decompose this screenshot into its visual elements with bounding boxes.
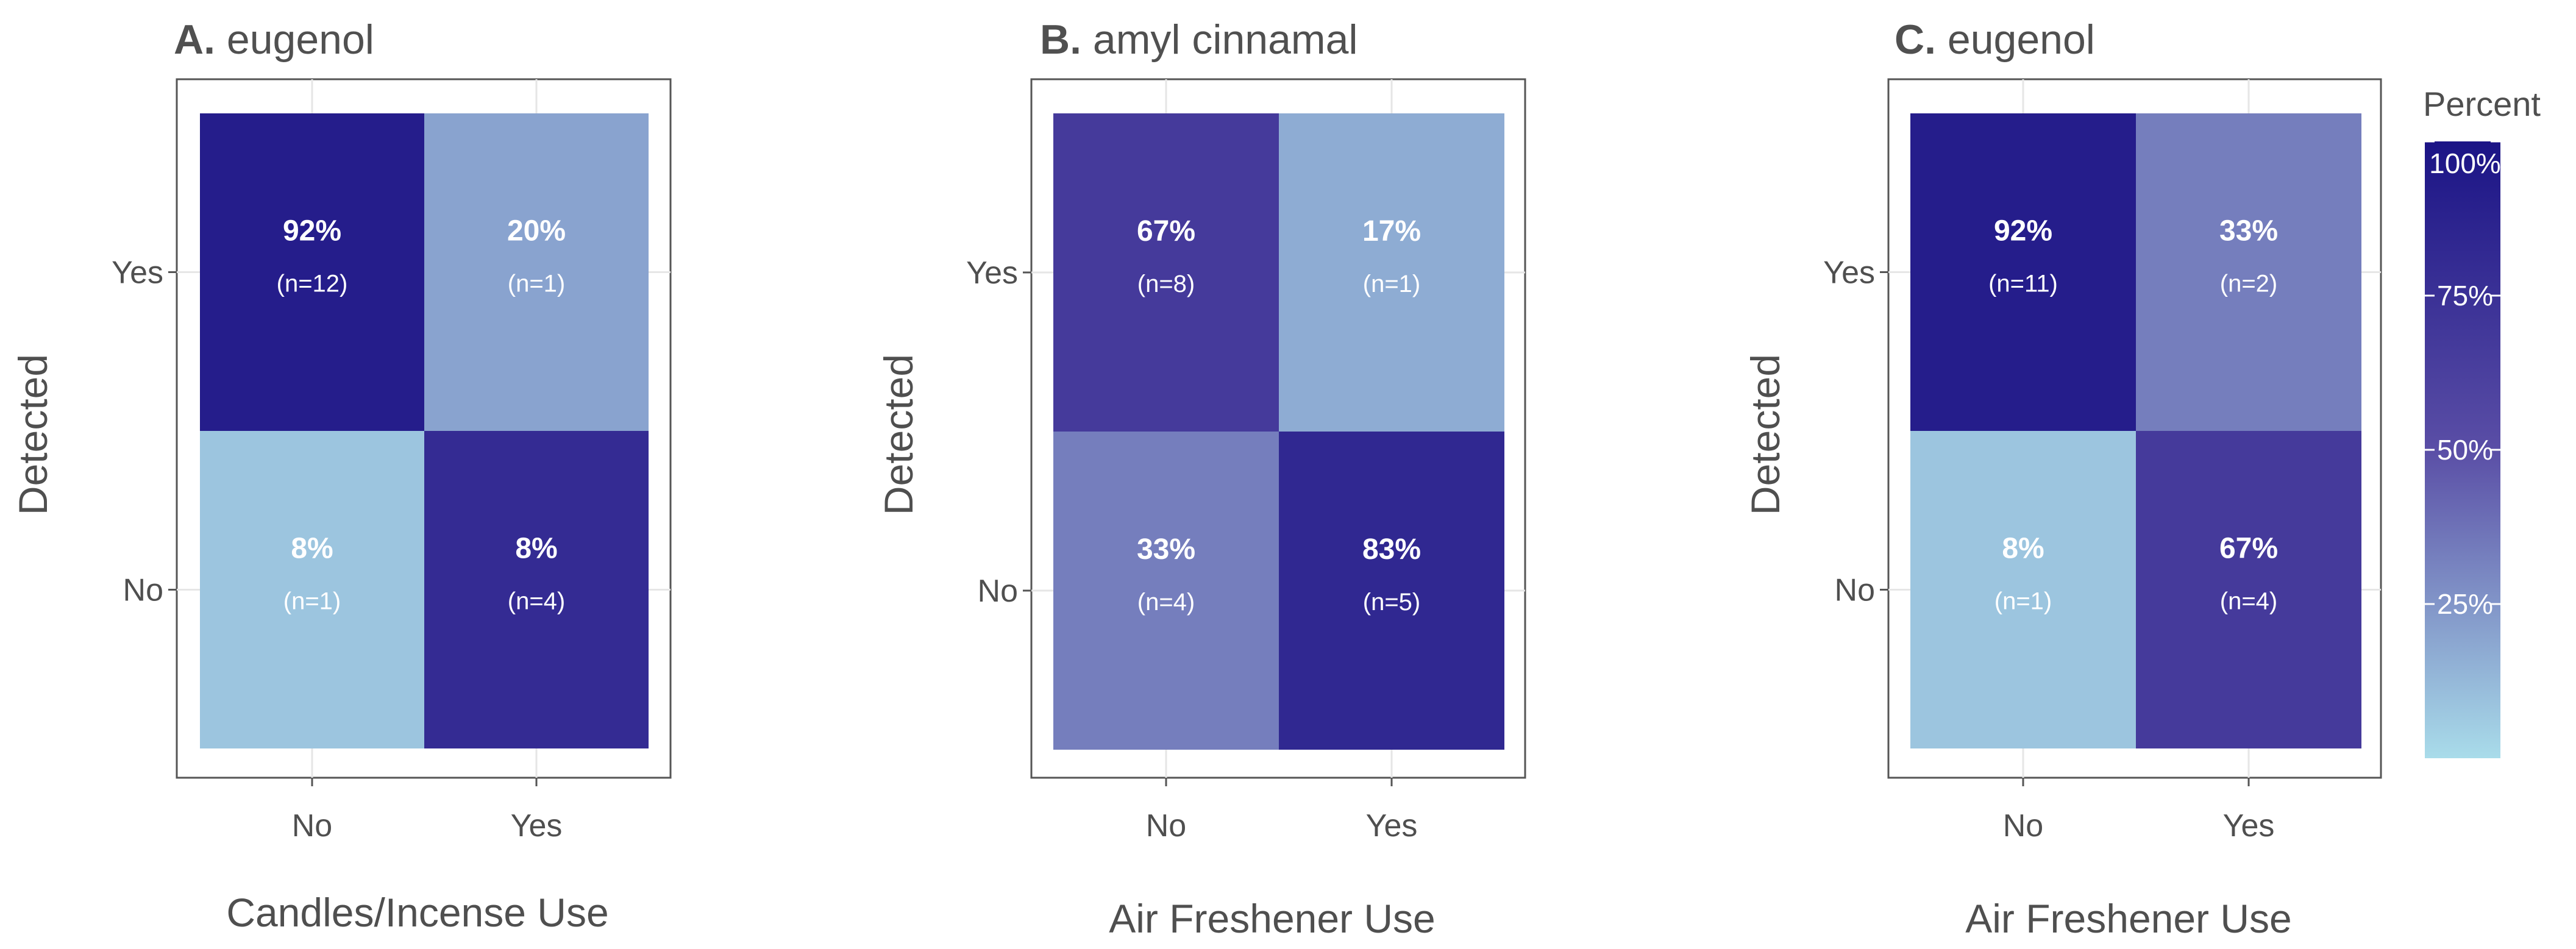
cell-percent-label: 92% bbox=[1994, 215, 2052, 247]
heatmap-cell-no-no bbox=[1053, 432, 1279, 750]
panels: 92% (n=12) 20% (n=1) 8% (n=1) 8% (n=4) No Yes No Ye… bbox=[10, 16, 2382, 941]
heatmap-cell-yes-no bbox=[1279, 432, 1504, 750]
cell-count-label: (n=4) bbox=[1137, 589, 1195, 616]
y-tick-label: No bbox=[978, 574, 1018, 609]
cell-count-label: (n=1) bbox=[1363, 271, 1421, 297]
cell-count-label: (n=1) bbox=[508, 270, 566, 297]
cell-percent-label: 33% bbox=[1137, 533, 1195, 566]
color-legend: Percent 100% 75% 50% 25% bbox=[2423, 85, 2541, 758]
cell-count-label: (n=11) bbox=[1988, 270, 2058, 297]
panel-letter: B. bbox=[1040, 16, 1081, 63]
legend-colorbar bbox=[2425, 141, 2500, 758]
cell-count-label: (n=4) bbox=[2220, 588, 2278, 614]
x-tick-label: Yes bbox=[1366, 808, 1418, 844]
heatmap-cell-yes-yes bbox=[2136, 113, 2361, 431]
heatmap-cell-yes-yes bbox=[424, 113, 649, 431]
legend-tick-label: 75% bbox=[2437, 280, 2493, 311]
heatmap-cell-no-yes bbox=[200, 113, 424, 431]
y-tick-label: Yes bbox=[112, 255, 163, 291]
cell-percent-label: 20% bbox=[507, 215, 566, 247]
cell-percent-label: 8% bbox=[2002, 532, 2044, 564]
heatmap-panel-2: 67% (n=8) 17% (n=1) 33% (n=4) 83% (n=5) No Yes No Y… bbox=[876, 16, 1526, 941]
cell-count-label: (n=1) bbox=[1994, 588, 2052, 614]
x-tick-label: No bbox=[2003, 808, 2043, 844]
cell-percent-label: 17% bbox=[1362, 215, 1421, 247]
heatmap-panel-3: 92% (n=11) 33% (n=2) 8% (n=1) 67% (n=4) No Yes No Y… bbox=[1743, 16, 2382, 941]
cell-percent-label: 67% bbox=[1137, 215, 1195, 247]
x-tick-label: No bbox=[1146, 808, 1186, 844]
panel-title-text: eugenol bbox=[215, 16, 374, 63]
y-tick-label: Yes bbox=[1823, 255, 1875, 291]
cell-count-label: (n=4) bbox=[508, 588, 566, 614]
panel-title: A. eugenol bbox=[174, 16, 374, 63]
y-axis-title: Detected bbox=[876, 354, 921, 515]
legend-tick-label: 50% bbox=[2437, 434, 2493, 466]
panel-title: C. eugenol bbox=[1895, 16, 2095, 63]
cell-percent-label: 92% bbox=[283, 215, 341, 247]
y-tick-label: No bbox=[123, 573, 163, 608]
heatmap-cell-no-no bbox=[200, 431, 424, 748]
heatmap-cell-yes-no bbox=[424, 431, 649, 748]
x-tick-label: Yes bbox=[511, 808, 563, 844]
cell-percent-label: 33% bbox=[2219, 215, 2278, 247]
x-axis-title: Candles/Incense Use bbox=[226, 890, 608, 935]
panel-title-text: eugenol bbox=[1936, 16, 2095, 63]
y-tick-label: No bbox=[1835, 573, 1875, 608]
legend-tick-label: 100% bbox=[2429, 148, 2501, 179]
panel-title: B. amyl cinnamal bbox=[1040, 16, 1358, 63]
x-axis-title: Air Freshener Use bbox=[1109, 896, 1436, 941]
heatmap-panel-1: 92% (n=12) 20% (n=1) 8% (n=1) 8% (n=4) No Yes No Ye… bbox=[10, 16, 672, 935]
x-tick-label: No bbox=[292, 808, 332, 844]
panel-letter: A. bbox=[174, 16, 215, 63]
panel-title-text: amyl cinnamal bbox=[1081, 16, 1358, 63]
cell-count-label: (n=12) bbox=[277, 270, 348, 297]
cell-count-label: (n=8) bbox=[1137, 271, 1195, 297]
cell-count-label: (n=5) bbox=[1363, 589, 1421, 616]
legend-tick-label: 25% bbox=[2437, 588, 2493, 620]
heatmap-cell-no-yes bbox=[1053, 113, 1279, 432]
heatmap-cell-no-no bbox=[1910, 431, 2136, 748]
y-tick-label: Yes bbox=[966, 255, 1018, 291]
legend-title: Percent bbox=[2423, 85, 2541, 123]
x-axis-title: Air Freshener Use bbox=[1965, 896, 2292, 941]
heatmap-cell-no-yes bbox=[1910, 113, 2136, 431]
cell-count-label: (n=2) bbox=[2220, 270, 2278, 297]
y-axis-title: Detected bbox=[1743, 354, 1788, 515]
cell-percent-label: 83% bbox=[1362, 533, 1421, 566]
panel-letter: C. bbox=[1895, 16, 1936, 63]
cell-percent-label: 8% bbox=[515, 532, 557, 564]
cell-count-label: (n=1) bbox=[283, 588, 341, 614]
y-axis-title: Detected bbox=[10, 354, 55, 515]
x-tick-label: Yes bbox=[2223, 808, 2275, 844]
heatmap-cell-yes-yes bbox=[1279, 113, 1504, 432]
heatmap-cell-yes-no bbox=[2136, 431, 2361, 748]
cell-percent-label: 8% bbox=[291, 532, 333, 564]
cell-percent-label: 67% bbox=[2219, 532, 2278, 564]
